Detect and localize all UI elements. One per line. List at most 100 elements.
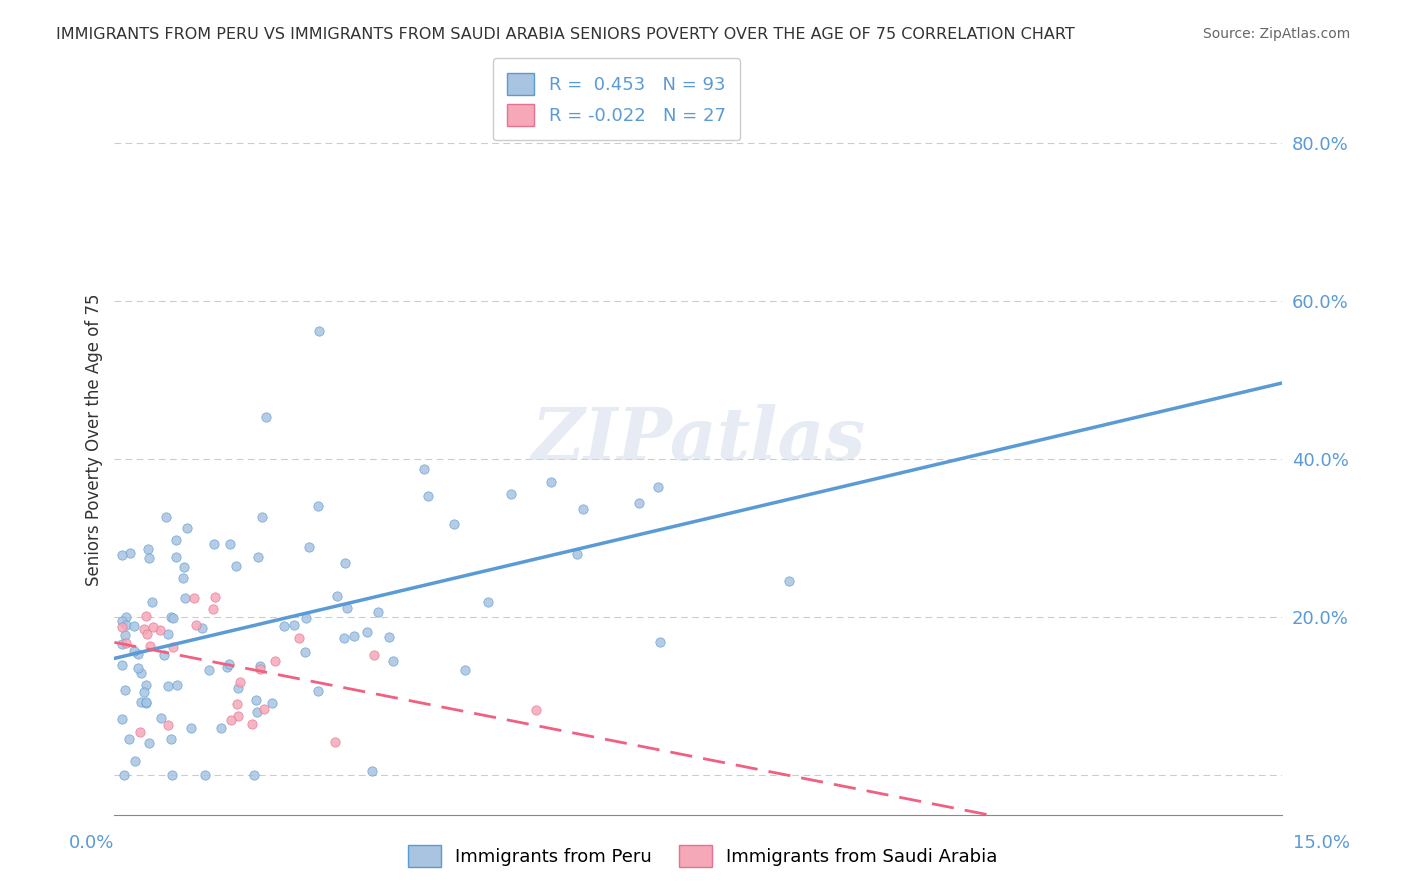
Point bbox=[135, 609, 157, 624]
Text: 15.0%: 15.0% bbox=[1294, 834, 1350, 852]
Point bbox=[173, 560, 195, 574]
Text: ZIPatlas: ZIPatlas bbox=[531, 404, 865, 475]
Point bbox=[156, 717, 179, 731]
Text: 0.0%: 0.0% bbox=[69, 834, 114, 852]
Point bbox=[262, 696, 284, 710]
Point bbox=[356, 625, 378, 640]
Point bbox=[226, 709, 249, 723]
Point bbox=[333, 632, 356, 646]
Point bbox=[225, 559, 247, 574]
Point bbox=[501, 486, 523, 500]
Point bbox=[263, 654, 285, 668]
Point bbox=[477, 595, 499, 609]
Point bbox=[127, 661, 149, 675]
Point bbox=[413, 462, 436, 476]
Point bbox=[295, 611, 318, 625]
Point bbox=[572, 502, 595, 516]
Text: Source: ZipAtlas.com: Source: ZipAtlas.com bbox=[1202, 27, 1350, 41]
Point bbox=[249, 659, 271, 673]
Point bbox=[249, 663, 271, 677]
Point bbox=[325, 735, 347, 749]
Point bbox=[250, 509, 273, 524]
Point bbox=[443, 516, 465, 531]
Point bbox=[111, 637, 134, 651]
Y-axis label: Seniors Poverty Over the Age of 75: Seniors Poverty Over the Age of 75 bbox=[86, 293, 103, 586]
Point bbox=[115, 618, 138, 632]
Point bbox=[363, 648, 385, 663]
Point bbox=[298, 540, 321, 554]
Point bbox=[198, 663, 221, 677]
Point bbox=[204, 590, 226, 604]
Point bbox=[343, 630, 366, 644]
Point bbox=[111, 620, 134, 634]
Point bbox=[215, 660, 238, 674]
Point bbox=[360, 764, 382, 778]
Point bbox=[124, 754, 146, 768]
Point bbox=[209, 722, 232, 736]
Point bbox=[288, 631, 311, 645]
Point bbox=[273, 619, 295, 633]
Point bbox=[176, 521, 198, 535]
Point bbox=[111, 712, 134, 726]
Point bbox=[225, 697, 247, 711]
Point bbox=[307, 683, 329, 698]
Point bbox=[132, 622, 155, 636]
Point bbox=[184, 618, 207, 632]
Point bbox=[135, 695, 157, 709]
Point bbox=[245, 705, 267, 719]
Point bbox=[294, 645, 316, 659]
Point bbox=[245, 692, 267, 706]
Point bbox=[118, 732, 141, 747]
Point bbox=[202, 537, 225, 551]
Legend: Immigrants from Peru, Immigrants from Saudi Arabia: Immigrants from Peru, Immigrants from Sa… bbox=[401, 838, 1005, 874]
Point bbox=[160, 731, 183, 746]
Point bbox=[138, 541, 160, 556]
Point bbox=[165, 550, 187, 565]
Point bbox=[219, 537, 242, 551]
Point bbox=[162, 640, 184, 655]
Point bbox=[138, 551, 160, 566]
Point bbox=[162, 611, 184, 625]
Point bbox=[115, 636, 138, 650]
Point bbox=[160, 610, 183, 624]
Point bbox=[165, 533, 187, 548]
Point bbox=[243, 768, 266, 782]
Point bbox=[183, 591, 205, 605]
Point bbox=[129, 695, 152, 709]
Point bbox=[114, 683, 136, 698]
Point bbox=[540, 475, 562, 490]
Point bbox=[157, 679, 180, 693]
Point bbox=[111, 657, 134, 672]
Point bbox=[333, 556, 356, 570]
Point bbox=[246, 550, 269, 565]
Point bbox=[174, 591, 197, 606]
Point bbox=[112, 768, 135, 782]
Point bbox=[567, 547, 589, 561]
Point bbox=[128, 724, 150, 739]
Point bbox=[180, 721, 202, 735]
Point bbox=[454, 663, 477, 677]
Point bbox=[166, 678, 188, 692]
Point bbox=[254, 409, 277, 424]
Point bbox=[135, 677, 157, 691]
Point bbox=[647, 480, 669, 494]
Point bbox=[120, 545, 142, 559]
Point bbox=[219, 713, 242, 727]
Point bbox=[253, 702, 276, 716]
Point bbox=[111, 614, 134, 628]
Point bbox=[132, 684, 155, 698]
Point bbox=[201, 602, 224, 616]
Point bbox=[367, 605, 389, 619]
Point bbox=[115, 610, 138, 624]
Point bbox=[114, 627, 136, 641]
Point bbox=[162, 768, 184, 782]
Point bbox=[142, 620, 165, 634]
Point bbox=[240, 717, 263, 731]
Point bbox=[122, 644, 145, 658]
Point bbox=[129, 666, 152, 681]
Point bbox=[139, 639, 162, 653]
Point bbox=[122, 619, 145, 633]
Point bbox=[378, 630, 401, 644]
Point bbox=[524, 703, 547, 717]
Point bbox=[136, 627, 159, 641]
